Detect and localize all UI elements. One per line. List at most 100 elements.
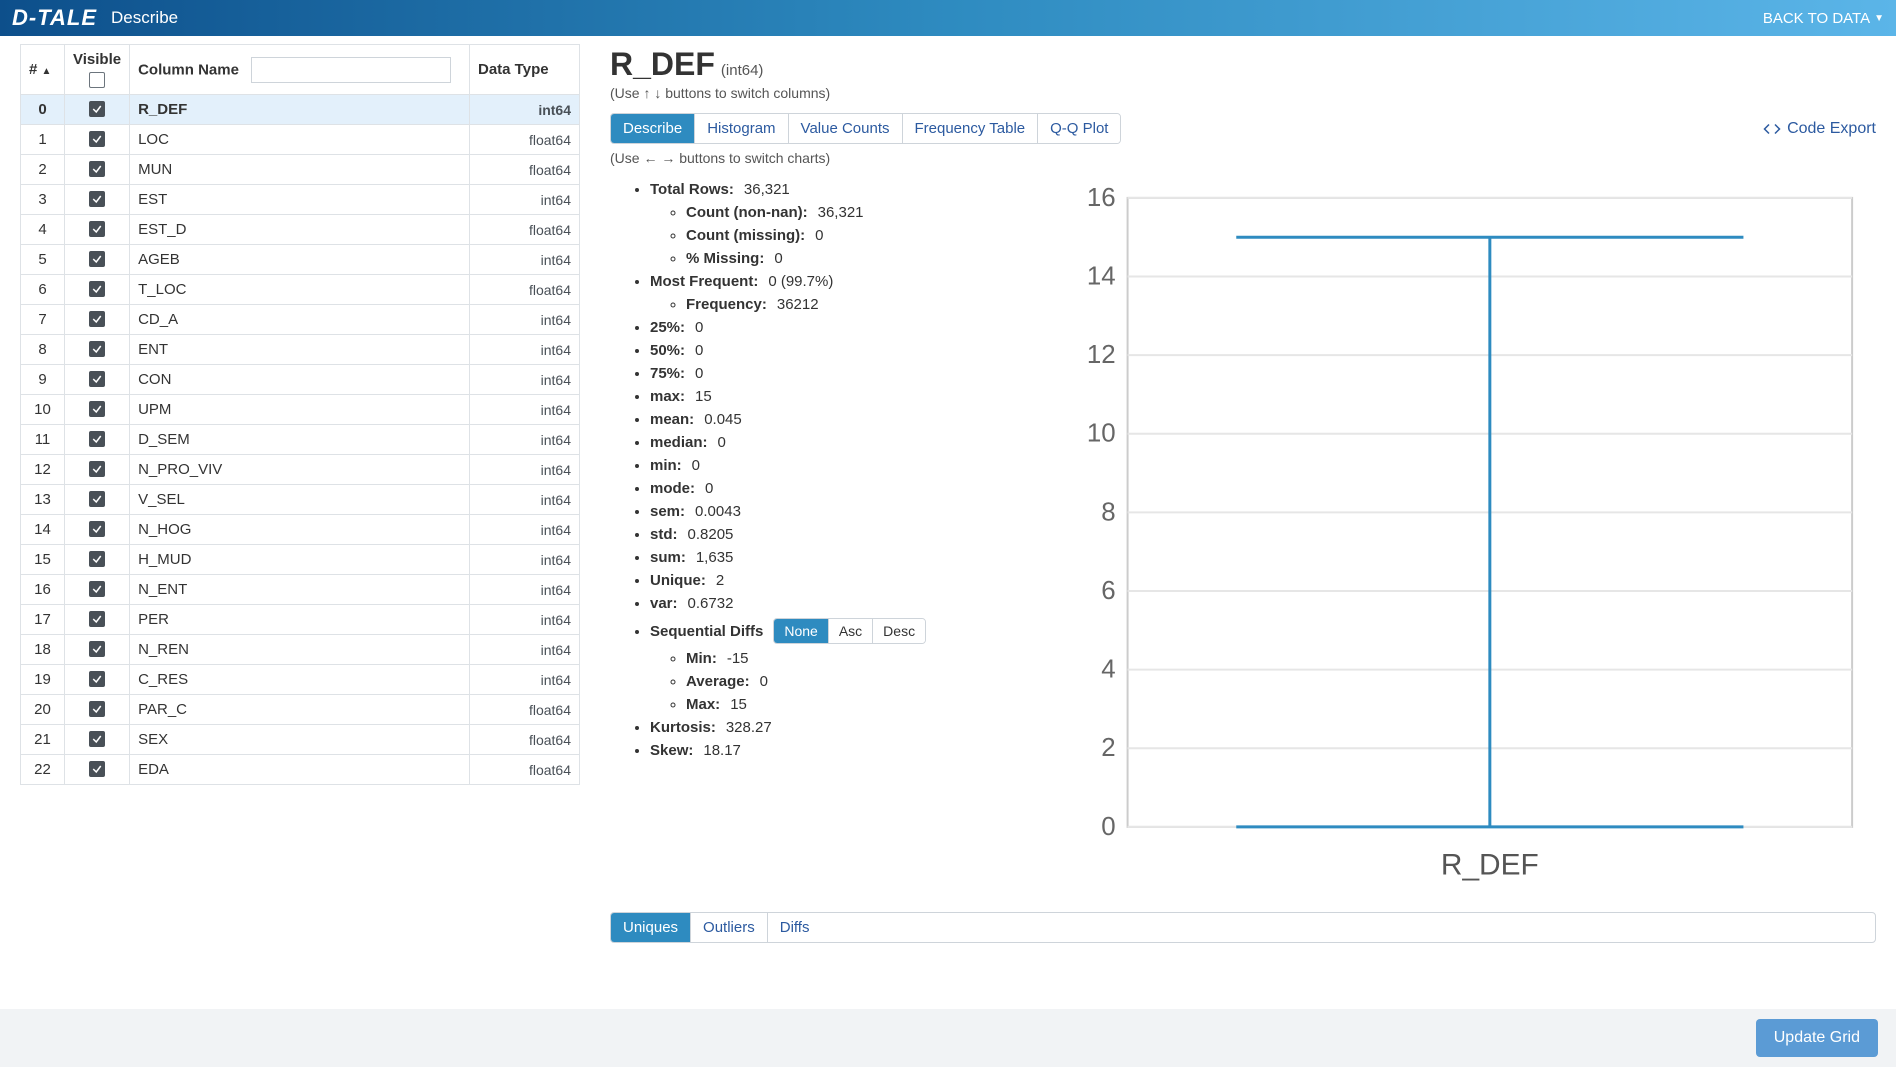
visible-checkbox[interactable]	[89, 161, 105, 177]
subtab-outliers[interactable]: Outliers	[691, 913, 768, 942]
stat-label: Count (missing):	[686, 227, 805, 244]
table-row[interactable]: 11D_SEMint64	[21, 425, 580, 455]
row-index: 6	[21, 275, 65, 305]
seq-none-button[interactable]: None	[774, 619, 828, 643]
column-name-filter-input[interactable]	[251, 57, 451, 83]
row-column-name: N_REN	[130, 635, 470, 665]
row-visible	[65, 605, 130, 635]
svg-text:16: 16	[1087, 184, 1116, 212]
visible-checkbox[interactable]	[89, 251, 105, 267]
row-column-name: V_SEL	[130, 485, 470, 515]
table-row[interactable]: 5AGEBint64	[21, 245, 580, 275]
table-row[interactable]: 3ESTint64	[21, 185, 580, 215]
back-to-data-link[interactable]: BACK TO DATA ▼	[1763, 10, 1884, 27]
back-to-data-label: BACK TO DATA	[1763, 10, 1870, 27]
visible-checkbox[interactable]	[89, 671, 105, 687]
row-index: 12	[21, 455, 65, 485]
sort-asc-icon: ▲	[42, 66, 52, 77]
subtab-uniques[interactable]: Uniques	[611, 913, 691, 942]
row-column-name: N_PRO_VIV	[130, 455, 470, 485]
table-row[interactable]: 4EST_Dfloat64	[21, 215, 580, 245]
stat-label: sum:	[650, 549, 686, 566]
visible-checkbox[interactable]	[89, 431, 105, 447]
table-row[interactable]: 21SEXfloat64	[21, 725, 580, 755]
seq-asc-button[interactable]: Asc	[829, 619, 873, 643]
row-index: 0	[21, 95, 65, 125]
table-row[interactable]: 7CD_Aint64	[21, 305, 580, 335]
table-row[interactable]: 6T_LOCfloat64	[21, 275, 580, 305]
table-row[interactable]: 14N_HOGint64	[21, 515, 580, 545]
visible-checkbox[interactable]	[89, 581, 105, 597]
row-index: 22	[21, 755, 65, 785]
stat-value: 0	[695, 365, 703, 382]
table-row[interactable]: 10UPMint64	[21, 395, 580, 425]
row-visible	[65, 275, 130, 305]
stat-label: Count (non-nan):	[686, 204, 808, 221]
tab-describe[interactable]: Describe	[611, 114, 695, 143]
visible-checkbox[interactable]	[89, 461, 105, 477]
row-index: 10	[21, 395, 65, 425]
row-index: 9	[21, 365, 65, 395]
table-row[interactable]: 8ENTint64	[21, 335, 580, 365]
table-row[interactable]: 17PERint64	[21, 605, 580, 635]
table-row[interactable]: 19C_RESint64	[21, 665, 580, 695]
table-row[interactable]: 15H_MUDint64	[21, 545, 580, 575]
detail-sub-tabs: UniquesOutliersDiffs	[610, 912, 1876, 943]
columns-hint: (Use ↑ ↓ buttons to switch columns)	[610, 85, 1876, 101]
content: # ▲ Visible Column Name Data T	[0, 36, 1896, 1009]
stat-value: 36,321	[818, 204, 864, 221]
tab-q-q-plot[interactable]: Q-Q Plot	[1038, 114, 1120, 143]
svg-text:4: 4	[1101, 656, 1115, 684]
visible-checkbox[interactable]	[89, 761, 105, 777]
visible-checkbox[interactable]	[89, 611, 105, 627]
update-grid-button[interactable]: Update Grid	[1756, 1019, 1878, 1057]
visible-checkbox[interactable]	[89, 731, 105, 747]
table-row[interactable]: 22EDAfloat64	[21, 755, 580, 785]
visible-checkbox[interactable]	[89, 131, 105, 147]
stat-value: 0	[705, 480, 713, 497]
table-row[interactable]: 2MUNfloat64	[21, 155, 580, 185]
row-column-name: ENT	[130, 335, 470, 365]
visible-checkbox[interactable]	[89, 221, 105, 237]
visible-checkbox[interactable]	[89, 341, 105, 357]
table-row[interactable]: 16N_ENTint64	[21, 575, 580, 605]
visible-checkbox[interactable]	[89, 551, 105, 567]
visible-checkbox[interactable]	[89, 491, 105, 507]
code-export-link[interactable]: Code Export	[1763, 120, 1876, 138]
visible-checkbox[interactable]	[89, 191, 105, 207]
table-row[interactable]: 12N_PRO_VIVint64	[21, 455, 580, 485]
visible-checkbox[interactable]	[89, 401, 105, 417]
row-data-type: int64	[470, 95, 580, 125]
visible-checkbox[interactable]	[89, 701, 105, 717]
tab-value-counts[interactable]: Value Counts	[789, 114, 903, 143]
seq-diff-buttons: NoneAscDesc	[773, 618, 926, 644]
visible-checkbox[interactable]	[89, 371, 105, 387]
table-row[interactable]: 0R_DEFint64	[21, 95, 580, 125]
row-index: 13	[21, 485, 65, 515]
subtab-diffs[interactable]: Diffs	[768, 913, 822, 942]
tab-histogram[interactable]: Histogram	[695, 114, 788, 143]
table-row[interactable]: 1LOCfloat64	[21, 125, 580, 155]
stat-value: 0	[815, 227, 823, 244]
header-index[interactable]: # ▲	[21, 45, 65, 95]
visible-checkbox[interactable]	[89, 281, 105, 297]
header-visible-label: Visible	[73, 51, 121, 68]
visible-checkbox[interactable]	[89, 101, 105, 117]
table-row[interactable]: 13V_SELint64	[21, 485, 580, 515]
svg-text:6: 6	[1101, 577, 1115, 605]
stat-value: 0.0043	[695, 503, 741, 520]
table-row[interactable]: 18N_RENint64	[21, 635, 580, 665]
tab-frequency-table[interactable]: Frequency Table	[903, 114, 1039, 143]
toggle-all-visible-checkbox[interactable]	[89, 72, 105, 88]
table-row[interactable]: 9CONint64	[21, 365, 580, 395]
row-data-type: int64	[470, 245, 580, 275]
stat-label: Skew:	[650, 742, 693, 759]
header-left: D-TALE Describe	[12, 5, 178, 31]
seq-desc-button[interactable]: Desc	[873, 619, 925, 643]
row-column-name: CON	[130, 365, 470, 395]
stat-value: 15	[695, 388, 712, 405]
table-row[interactable]: 20PAR_Cfloat64	[21, 695, 580, 725]
visible-checkbox[interactable]	[89, 311, 105, 327]
visible-checkbox[interactable]	[89, 641, 105, 657]
visible-checkbox[interactable]	[89, 521, 105, 537]
